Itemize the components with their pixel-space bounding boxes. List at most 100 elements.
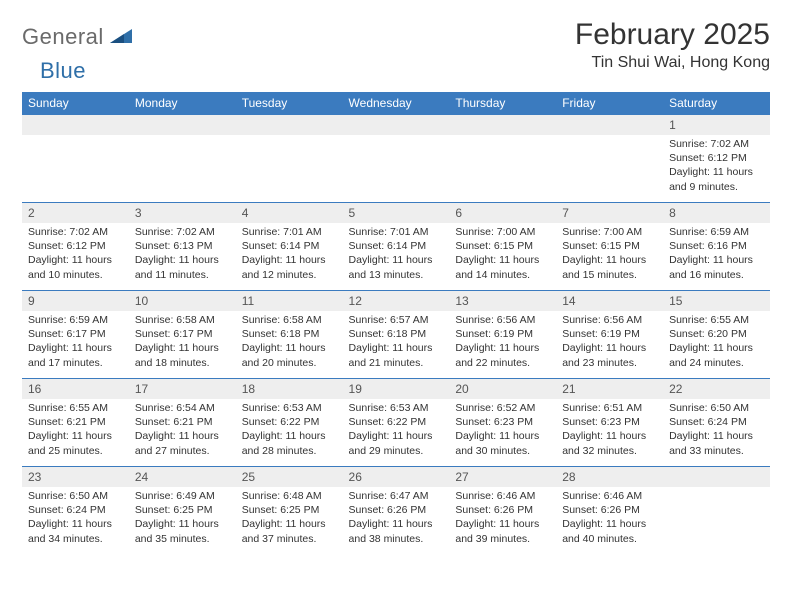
calendar-row: 16Sunrise: 6:55 AMSunset: 6:21 PMDayligh… [22,379,770,467]
day-number: 8 [663,203,770,223]
day-number [129,115,236,135]
day-number [663,467,770,487]
day-number [556,115,663,135]
day-details: Sunrise: 6:54 AMSunset: 6:21 PMDaylight:… [129,399,236,462]
calendar-row: 2Sunrise: 7:02 AMSunset: 6:12 PMDaylight… [22,203,770,291]
day-number: 9 [22,291,129,311]
day-cell: 12Sunrise: 6:57 AMSunset: 6:18 PMDayligh… [343,291,450,379]
day-number: 12 [343,291,450,311]
day-details: Sunrise: 6:49 AMSunset: 6:25 PMDaylight:… [129,487,236,550]
day-number: 11 [236,291,343,311]
empty-cell [129,115,236,203]
day-details: Sunrise: 6:59 AMSunset: 6:17 PMDaylight:… [22,311,129,374]
brand-part2: Blue [40,58,86,84]
day-number: 7 [556,203,663,223]
day-details: Sunrise: 6:46 AMSunset: 6:26 PMDaylight:… [449,487,556,550]
weekday-head: Monday [129,92,236,115]
day-number [343,115,450,135]
day-cell: 14Sunrise: 6:56 AMSunset: 6:19 PMDayligh… [556,291,663,379]
empty-cell [449,115,556,203]
day-cell: 28Sunrise: 6:46 AMSunset: 6:26 PMDayligh… [556,467,663,555]
day-cell: 22Sunrise: 6:50 AMSunset: 6:24 PMDayligh… [663,379,770,467]
calendar-row: 1Sunrise: 7:02 AMSunset: 6:12 PMDaylight… [22,115,770,203]
day-number: 14 [556,291,663,311]
day-details: Sunrise: 6:56 AMSunset: 6:19 PMDaylight:… [449,311,556,374]
day-cell: 21Sunrise: 6:51 AMSunset: 6:23 PMDayligh… [556,379,663,467]
day-details: Sunrise: 6:58 AMSunset: 6:17 PMDaylight:… [129,311,236,374]
day-number: 16 [22,379,129,399]
day-cell: 3Sunrise: 7:02 AMSunset: 6:13 PMDaylight… [129,203,236,291]
day-cell: 24Sunrise: 6:49 AMSunset: 6:25 PMDayligh… [129,467,236,555]
day-cell: 27Sunrise: 6:46 AMSunset: 6:26 PMDayligh… [449,467,556,555]
day-cell: 26Sunrise: 6:47 AMSunset: 6:26 PMDayligh… [343,467,450,555]
day-number: 23 [22,467,129,487]
day-details: Sunrise: 6:51 AMSunset: 6:23 PMDaylight:… [556,399,663,462]
day-details: Sunrise: 6:50 AMSunset: 6:24 PMDaylight:… [663,399,770,462]
day-cell: 17Sunrise: 6:54 AMSunset: 6:21 PMDayligh… [129,379,236,467]
day-details: Sunrise: 7:00 AMSunset: 6:15 PMDaylight:… [556,223,663,286]
day-cell: 11Sunrise: 6:58 AMSunset: 6:18 PMDayligh… [236,291,343,379]
day-number: 2 [22,203,129,223]
day-cell: 2Sunrise: 7:02 AMSunset: 6:12 PMDaylight… [22,203,129,291]
day-cell: 18Sunrise: 6:53 AMSunset: 6:22 PMDayligh… [236,379,343,467]
day-cell: 25Sunrise: 6:48 AMSunset: 6:25 PMDayligh… [236,467,343,555]
day-number: 18 [236,379,343,399]
day-number: 10 [129,291,236,311]
weekday-header-row: Sunday Monday Tuesday Wednesday Thursday… [22,92,770,115]
day-number [449,115,556,135]
day-details: Sunrise: 6:47 AMSunset: 6:26 PMDaylight:… [343,487,450,550]
weekday-head: Saturday [663,92,770,115]
day-number: 13 [449,291,556,311]
day-number [22,115,129,135]
day-number: 3 [129,203,236,223]
weekday-head: Sunday [22,92,129,115]
day-details: Sunrise: 6:56 AMSunset: 6:19 PMDaylight:… [556,311,663,374]
day-details: Sunrise: 6:53 AMSunset: 6:22 PMDaylight:… [343,399,450,462]
day-number: 25 [236,467,343,487]
day-details: Sunrise: 7:01 AMSunset: 6:14 PMDaylight:… [343,223,450,286]
weekday-head: Thursday [449,92,556,115]
day-number: 20 [449,379,556,399]
day-details: Sunrise: 7:00 AMSunset: 6:15 PMDaylight:… [449,223,556,286]
day-details: Sunrise: 6:52 AMSunset: 6:23 PMDaylight:… [449,399,556,462]
day-cell: 20Sunrise: 6:52 AMSunset: 6:23 PMDayligh… [449,379,556,467]
day-number: 15 [663,291,770,311]
day-details: Sunrise: 6:50 AMSunset: 6:24 PMDaylight:… [22,487,129,550]
weekday-head: Wednesday [343,92,450,115]
day-cell: 16Sunrise: 6:55 AMSunset: 6:21 PMDayligh… [22,379,129,467]
day-details: Sunrise: 6:46 AMSunset: 6:26 PMDaylight:… [556,487,663,550]
calendar-row: 9Sunrise: 6:59 AMSunset: 6:17 PMDaylight… [22,291,770,379]
empty-cell [343,115,450,203]
day-details: Sunrise: 6:59 AMSunset: 6:16 PMDaylight:… [663,223,770,286]
day-cell: 8Sunrise: 6:59 AMSunset: 6:16 PMDaylight… [663,203,770,291]
day-details: Sunrise: 6:58 AMSunset: 6:18 PMDaylight:… [236,311,343,374]
day-cell: 5Sunrise: 7:01 AMSunset: 6:14 PMDaylight… [343,203,450,291]
day-number: 19 [343,379,450,399]
day-details: Sunrise: 6:48 AMSunset: 6:25 PMDaylight:… [236,487,343,550]
day-details: Sunrise: 6:55 AMSunset: 6:20 PMDaylight:… [663,311,770,374]
brand-part1: General [22,24,104,50]
flag-icon [110,25,138,50]
day-number [236,115,343,135]
month-title: February 2025 [575,18,770,52]
day-cell: 7Sunrise: 7:00 AMSunset: 6:15 PMDaylight… [556,203,663,291]
day-number: 17 [129,379,236,399]
empty-cell [236,115,343,203]
day-details: Sunrise: 7:02 AMSunset: 6:12 PMDaylight:… [663,135,770,198]
day-details: Sunrise: 6:53 AMSunset: 6:22 PMDaylight:… [236,399,343,462]
brand-logo: General [22,18,140,50]
calendar-table: Sunday Monday Tuesday Wednesday Thursday… [22,92,770,555]
day-cell: 19Sunrise: 6:53 AMSunset: 6:22 PMDayligh… [343,379,450,467]
day-cell: 4Sunrise: 7:01 AMSunset: 6:14 PMDaylight… [236,203,343,291]
empty-cell [663,467,770,555]
day-details: Sunrise: 6:55 AMSunset: 6:21 PMDaylight:… [22,399,129,462]
empty-cell [22,115,129,203]
title-block: February 2025 Tin Shui Wai, Hong Kong [575,18,770,72]
day-details: Sunrise: 7:01 AMSunset: 6:14 PMDaylight:… [236,223,343,286]
day-number: 4 [236,203,343,223]
weekday-head: Friday [556,92,663,115]
day-details: Sunrise: 7:02 AMSunset: 6:12 PMDaylight:… [22,223,129,286]
day-details: Sunrise: 6:57 AMSunset: 6:18 PMDaylight:… [343,311,450,374]
day-number: 24 [129,467,236,487]
day-number: 26 [343,467,450,487]
